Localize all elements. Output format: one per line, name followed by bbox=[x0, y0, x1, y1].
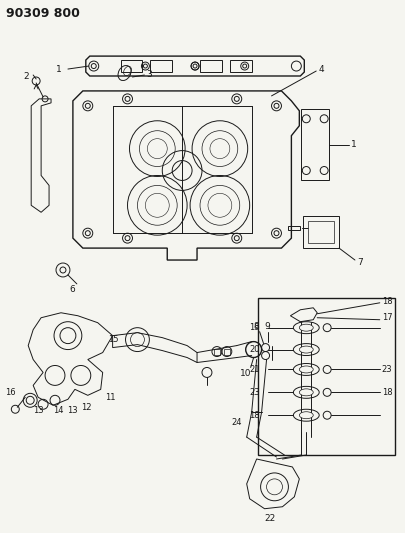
Text: 18: 18 bbox=[248, 411, 259, 419]
Circle shape bbox=[207, 193, 231, 217]
Text: 16: 16 bbox=[4, 388, 15, 397]
Bar bbox=[223, 349, 229, 354]
Text: 17: 17 bbox=[381, 313, 391, 322]
Circle shape bbox=[143, 64, 147, 68]
Circle shape bbox=[125, 96, 130, 101]
Bar bbox=[213, 349, 220, 354]
Text: 13: 13 bbox=[67, 406, 77, 415]
Text: 21: 21 bbox=[249, 365, 259, 374]
Circle shape bbox=[85, 231, 90, 236]
Circle shape bbox=[147, 139, 167, 158]
Bar bbox=[150, 60, 172, 72]
Ellipse shape bbox=[298, 366, 313, 373]
Text: 14: 14 bbox=[53, 406, 63, 415]
Circle shape bbox=[91, 63, 96, 69]
Text: 23: 23 bbox=[248, 388, 259, 397]
Text: 5: 5 bbox=[315, 225, 321, 235]
Circle shape bbox=[145, 193, 169, 217]
Circle shape bbox=[193, 64, 196, 68]
Ellipse shape bbox=[298, 346, 313, 353]
Text: 19: 19 bbox=[249, 323, 259, 332]
Text: 2: 2 bbox=[23, 72, 29, 82]
Bar bbox=[257, 298, 394, 455]
Bar bbox=[307, 221, 333, 243]
Bar bbox=[288, 226, 300, 230]
Text: 4: 4 bbox=[318, 64, 323, 74]
Bar bbox=[229, 60, 251, 72]
Text: 1: 1 bbox=[350, 140, 356, 149]
Bar bbox=[200, 60, 221, 72]
Text: 90309 800: 90309 800 bbox=[6, 7, 80, 20]
Text: 22: 22 bbox=[263, 514, 275, 523]
Text: 10: 10 bbox=[239, 369, 251, 378]
Circle shape bbox=[125, 236, 130, 240]
Circle shape bbox=[60, 267, 66, 273]
Ellipse shape bbox=[298, 411, 313, 419]
Text: 6: 6 bbox=[69, 285, 75, 294]
Text: 7: 7 bbox=[356, 257, 362, 266]
Text: 23: 23 bbox=[381, 365, 391, 374]
Text: 24: 24 bbox=[231, 418, 242, 427]
Text: 11: 11 bbox=[104, 393, 115, 402]
Circle shape bbox=[234, 236, 239, 240]
Text: 8: 8 bbox=[253, 322, 259, 331]
Bar bbox=[120, 60, 142, 72]
Circle shape bbox=[273, 231, 278, 236]
Text: 15: 15 bbox=[107, 335, 118, 344]
Ellipse shape bbox=[298, 389, 313, 396]
Circle shape bbox=[26, 397, 34, 404]
Text: 20: 20 bbox=[249, 345, 259, 354]
Text: 9: 9 bbox=[264, 322, 270, 331]
Text: 1: 1 bbox=[56, 64, 62, 74]
Circle shape bbox=[242, 64, 246, 68]
Ellipse shape bbox=[298, 324, 313, 331]
Circle shape bbox=[85, 103, 90, 108]
Circle shape bbox=[273, 103, 278, 108]
Text: 13: 13 bbox=[33, 406, 44, 415]
Text: 3: 3 bbox=[146, 69, 152, 78]
Text: 12: 12 bbox=[81, 403, 91, 412]
Circle shape bbox=[234, 96, 239, 101]
Text: 18: 18 bbox=[381, 297, 391, 306]
Bar bbox=[303, 216, 338, 248]
Text: 18: 18 bbox=[381, 388, 391, 397]
Circle shape bbox=[209, 139, 229, 158]
